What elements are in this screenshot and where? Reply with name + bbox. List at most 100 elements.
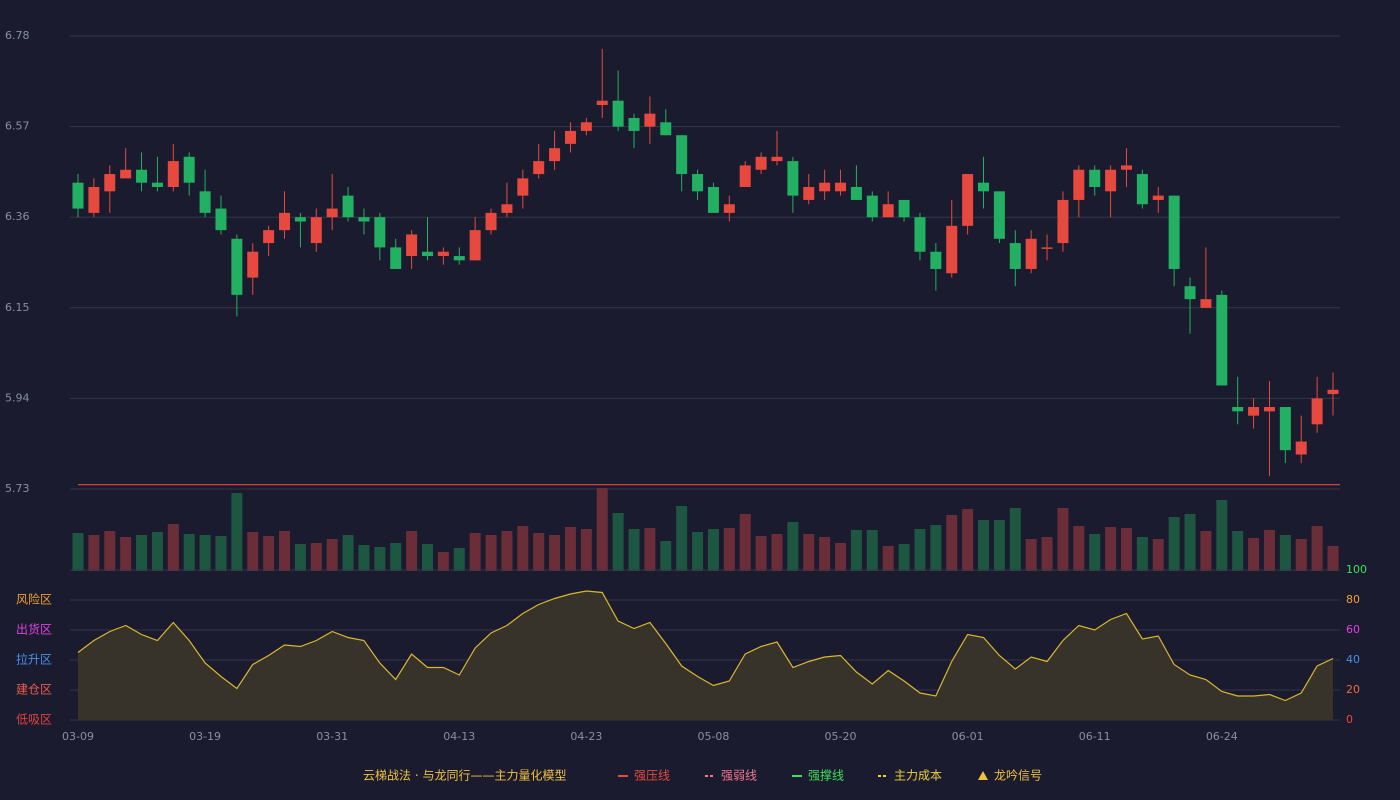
volume-bar [151, 532, 163, 571]
candle-body [978, 182, 990, 192]
volume-bar [1025, 539, 1037, 571]
volume-bar [310, 543, 322, 571]
legend-symbol [978, 771, 988, 780]
volume-bar [612, 513, 624, 571]
oscillator-tick-label: 60 [1346, 623, 1360, 636]
candle-body [707, 187, 719, 213]
candle-body [644, 113, 656, 127]
volume-bar [437, 552, 449, 571]
candle-body [1025, 238, 1037, 269]
oscillator-tick-label: 20 [1346, 683, 1360, 696]
y-tick-label: 5.94 [5, 391, 30, 404]
volume-bar [374, 547, 386, 571]
volume-bar [866, 530, 878, 571]
legend-item[interactable]: 强压线 [618, 769, 670, 783]
candle-body [1041, 247, 1053, 249]
candle-body [962, 174, 974, 226]
candle-body [723, 204, 735, 213]
volume-bar [882, 546, 894, 571]
volume-bar [167, 524, 179, 571]
volume-bar [120, 537, 132, 571]
y-tick-label: 6.15 [5, 301, 30, 314]
volume-bar [1168, 517, 1180, 571]
zone-label: 拉升区 [16, 652, 52, 667]
volume-bar [533, 533, 545, 571]
volume-bar [501, 531, 513, 571]
candle-body [898, 199, 910, 218]
candle-body [1327, 389, 1339, 395]
volume-bar [930, 525, 942, 571]
candle-body [326, 208, 338, 218]
volume-bar [453, 548, 465, 571]
zone-label: 出货区 [16, 622, 52, 637]
volume-bar [692, 532, 704, 571]
volume-bar [993, 520, 1005, 571]
x-tick-label: 04-13 [443, 730, 475, 743]
volume-bar [406, 531, 418, 571]
volume-bar [962, 509, 974, 571]
candle-body [437, 251, 449, 257]
zone-label: 低吸区 [16, 713, 52, 727]
volume-bar [755, 536, 767, 571]
volume-bar [787, 522, 799, 571]
candle-body [692, 174, 704, 192]
candle-body [120, 169, 132, 179]
volume-bar [517, 526, 529, 571]
legend-item[interactable]: 强弱线 [705, 769, 757, 783]
volume-bar [660, 541, 672, 571]
candle-body [72, 182, 84, 209]
candle-body [231, 238, 243, 295]
volume-bar [104, 531, 116, 571]
legend-item[interactable]: 强撑线 [792, 768, 844, 783]
x-tick-label: 06-24 [1206, 730, 1238, 743]
x-tick-label: 03-19 [189, 730, 221, 743]
legend-item[interactable]: 龙吟信号 [978, 768, 1042, 783]
legend-item[interactable]: 主力成本 [878, 769, 942, 783]
volume-bar [819, 537, 831, 571]
candle-body [390, 247, 402, 269]
candle-body [1295, 441, 1307, 455]
volume-bar [978, 520, 990, 571]
volume-bar [1105, 527, 1117, 571]
candle-body [882, 204, 894, 218]
candle-body [580, 122, 592, 131]
volume-bar [358, 545, 370, 571]
legend-label: 主力成本 [894, 769, 942, 783]
candle-body [263, 230, 275, 244]
candle-body [1279, 407, 1291, 451]
volume-bar [1136, 537, 1148, 571]
volume-bar [1263, 530, 1275, 571]
volume-bar [215, 536, 227, 571]
candle-body [835, 182, 847, 192]
oscillator-tick-label: 40 [1346, 653, 1360, 666]
candle-body [533, 161, 545, 175]
x-tick-label: 06-11 [1079, 730, 1111, 743]
candle-body [787, 161, 799, 196]
x-tick-label: 06-01 [952, 730, 984, 743]
candle-body [660, 122, 672, 136]
candle-body [771, 156, 783, 162]
zone-label: 风险区 [16, 592, 52, 607]
candle-body [1152, 195, 1164, 200]
volume-bar [596, 488, 608, 571]
volume-bar [564, 527, 576, 571]
volume-bar [1311, 526, 1323, 571]
candle-body [469, 230, 481, 261]
volume-bar [850, 530, 862, 571]
candle-body [596, 100, 608, 106]
candle-body [294, 217, 306, 222]
volume-bar [1041, 537, 1053, 571]
legend-label: 强压线 [634, 769, 670, 783]
volume-bar [1152, 539, 1164, 571]
candle-body [421, 251, 433, 257]
volume-bar [549, 535, 561, 571]
volume-bar [723, 528, 735, 571]
candle-body [485, 212, 497, 231]
candle-body [136, 169, 148, 183]
legend-label: 强弱线 [721, 769, 757, 783]
volume-bar [263, 536, 275, 571]
y-tick-label: 6.57 [5, 120, 30, 133]
candle-body [1184, 286, 1196, 300]
volume-bar [469, 533, 481, 571]
